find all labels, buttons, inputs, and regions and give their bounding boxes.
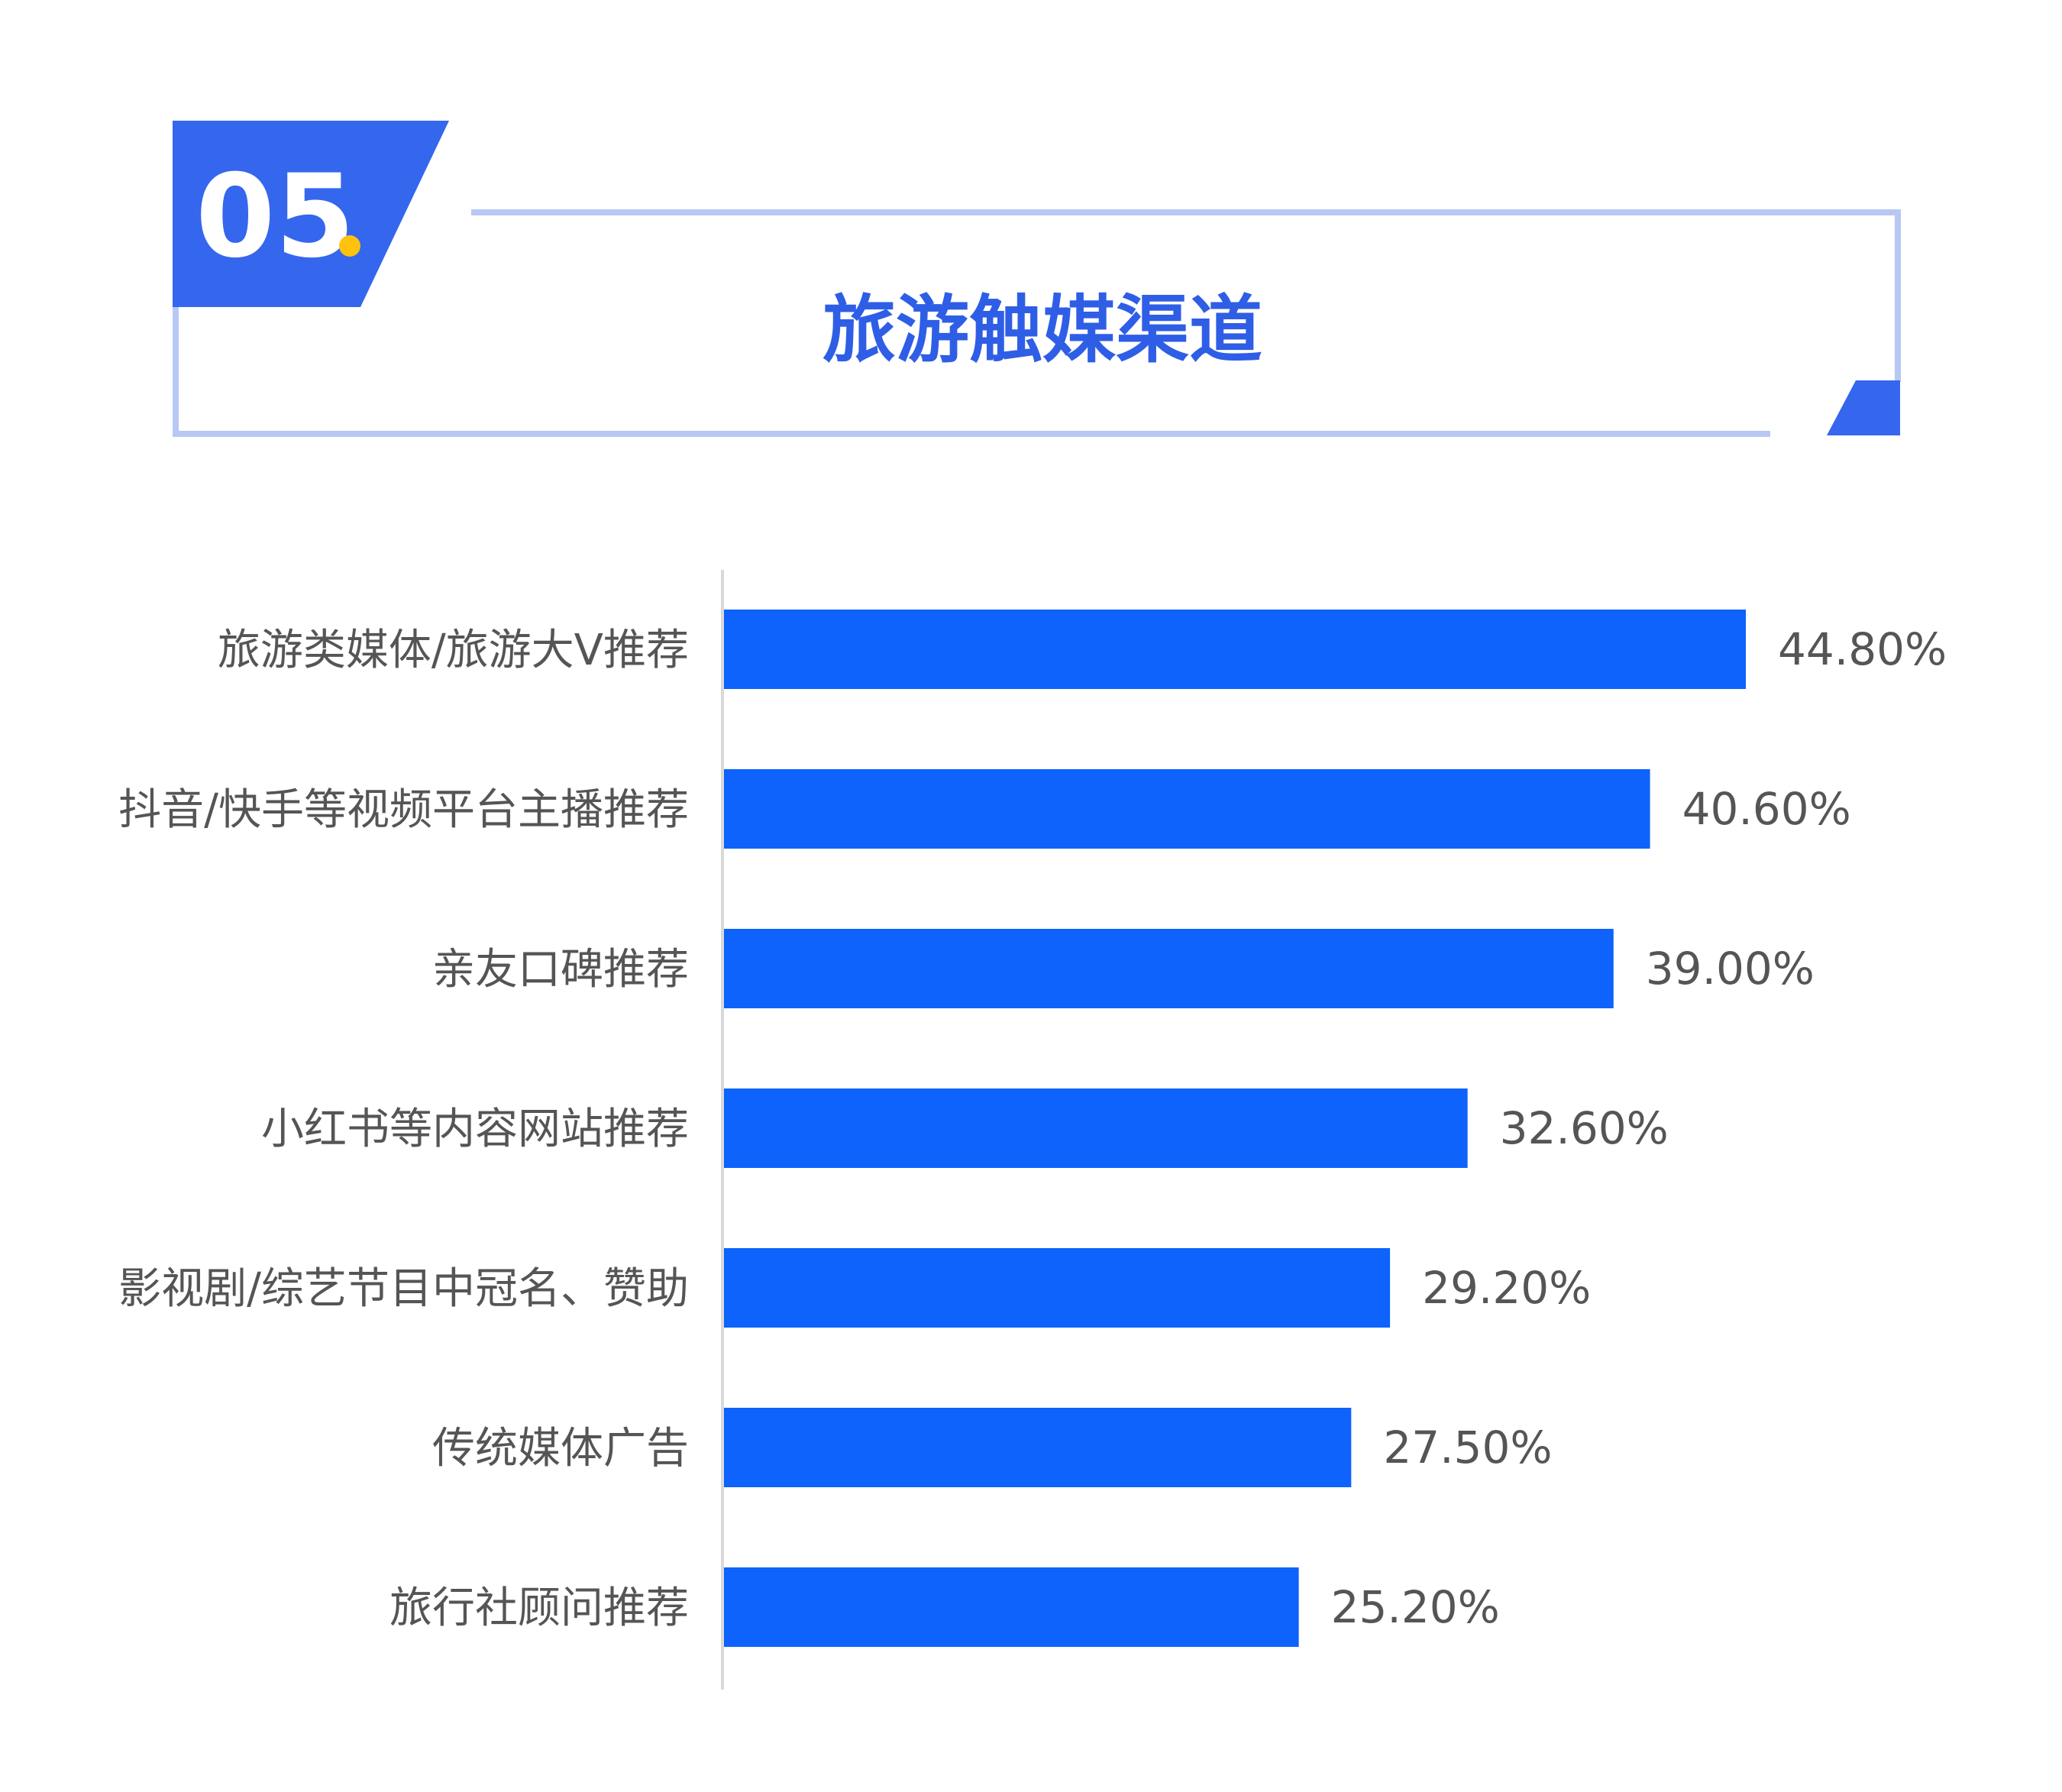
- category-label-5: 影视剧/综艺节目中冠名、赞助: [118, 1264, 689, 1314]
- bars-layer: [724, 610, 1746, 1647]
- category-labels: 旅游类媒体/旅游大V推荐抖音/快手等视频平台主播推荐亲友口碑推荐小红书等内容网站…: [118, 626, 689, 1633]
- bar-2: [724, 769, 1650, 849]
- category-label-3: 亲友口碑推荐: [432, 945, 689, 995]
- bar-1: [724, 610, 1746, 689]
- section-number-dot: [339, 235, 360, 257]
- value-label-2: 40.60%: [1682, 783, 1851, 835]
- header-frame-line-lower: [173, 290, 1770, 437]
- bar-6: [724, 1408, 1352, 1487]
- value-label-4: 32.60%: [1500, 1102, 1669, 1154]
- section-header: 05 旅游触媒渠道: [173, 121, 1901, 437]
- value-label-1: 44.80%: [1778, 623, 1947, 675]
- bar-chart: 旅游类媒体/旅游大V推荐抖音/快手等视频平台主播推荐亲友口碑推荐小红书等内容网站…: [118, 570, 1947, 1690]
- value-label-5: 29.20%: [1422, 1262, 1591, 1314]
- page-title: 旅游触媒渠道: [823, 287, 1262, 373]
- category-label-1: 旅游类媒体/旅游大V推荐: [218, 626, 689, 675]
- section-number: 05: [196, 150, 355, 283]
- section-number-badge: [173, 121, 449, 307]
- bar-7: [724, 1567, 1299, 1647]
- bar-5: [724, 1248, 1391, 1328]
- bar-4: [724, 1088, 1468, 1168]
- value-label-6: 27.50%: [1383, 1422, 1552, 1473]
- category-label-2: 抖音/快手等视频平台主播推荐: [118, 785, 689, 835]
- corner-accent-shape: [1827, 380, 1900, 435]
- value-label-3: 39.00%: [1646, 943, 1815, 995]
- category-label-6: 传统媒体广告: [432, 1424, 689, 1473]
- value-labels: 44.80% 40.60% 39.00% 32.60% 29.20% 27.50% 25.2…: [1331, 623, 1947, 1633]
- header-frame-line: [471, 209, 1901, 382]
- value-label-7: 25.20%: [1331, 1581, 1500, 1633]
- category-label-4: 小红书等内容网站推荐: [261, 1105, 689, 1154]
- category-label-7: 旅行社顾问推荐: [389, 1583, 689, 1633]
- bar-3: [724, 929, 1614, 1008]
